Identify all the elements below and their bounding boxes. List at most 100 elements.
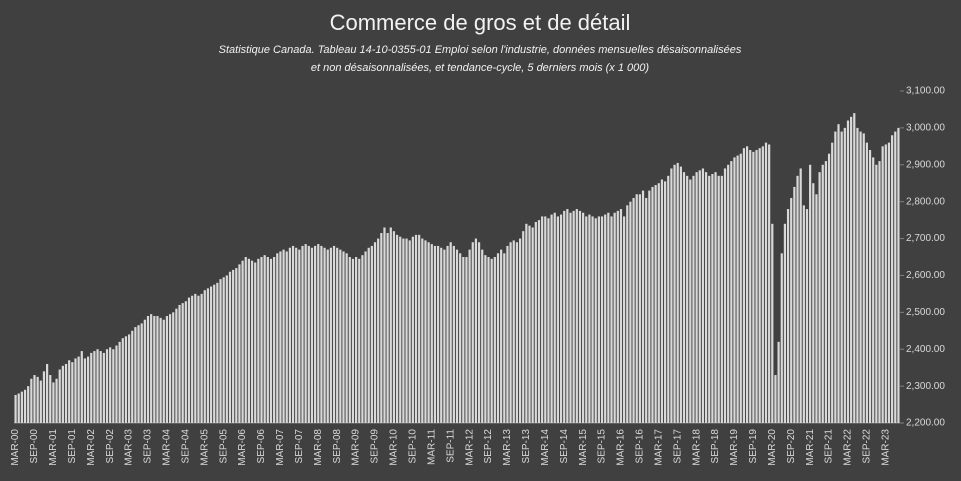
bar [704, 172, 708, 423]
bar [436, 245, 440, 423]
bar [878, 161, 881, 424]
bar [433, 245, 437, 423]
bar [345, 253, 348, 423]
x-tick-label: MAR-13 [502, 429, 513, 466]
bar [802, 205, 805, 423]
bar [686, 175, 689, 423]
bar [821, 164, 824, 423]
x-tick-label: MAR-21 [805, 429, 816, 466]
bar [875, 164, 878, 423]
x-tick-label: MAR-23 [880, 429, 891, 466]
bar [591, 216, 594, 423]
bar [790, 197, 793, 423]
bar [796, 175, 799, 423]
bar [175, 308, 178, 423]
bar [881, 146, 884, 424]
x-tick-label: SEP-01 [67, 429, 78, 464]
bar [657, 183, 660, 423]
x-tick-label: MAR-07 [275, 429, 286, 466]
x-tick-label: SEP-12 [483, 429, 494, 464]
bar [304, 244, 307, 423]
y-tick-label: 2,700.00 [906, 233, 945, 244]
bar [512, 240, 515, 423]
bar [323, 247, 326, 423]
bar [194, 293, 197, 423]
bar [717, 175, 720, 423]
bar [563, 210, 566, 423]
bar [83, 358, 87, 423]
bar [846, 120, 850, 423]
bar [812, 183, 815, 423]
bar [58, 369, 61, 423]
bar [827, 153, 831, 423]
bar [569, 212, 572, 423]
bar [165, 316, 169, 423]
x-tick-label: SEP-20 [786, 429, 797, 464]
bar [222, 277, 225, 423]
bar [755, 150, 758, 423]
bar [370, 245, 373, 423]
bar [783, 223, 787, 423]
bar [544, 216, 547, 423]
bar [891, 135, 894, 423]
bar [711, 174, 714, 423]
bar [392, 231, 396, 423]
y-tick-label: 2,300.00 [906, 381, 945, 392]
bar [582, 212, 585, 423]
bar [897, 127, 900, 423]
bar [641, 190, 645, 423]
bar [269, 258, 273, 423]
bar [468, 249, 471, 423]
bar [559, 214, 563, 423]
x-tick-label: SEP-17 [672, 429, 683, 464]
bar [660, 179, 664, 423]
y-tick-label: 2,900.00 [906, 159, 945, 170]
bar [764, 142, 768, 423]
bar [96, 349, 99, 423]
bar [840, 131, 843, 424]
bar [266, 257, 269, 423]
bar [74, 358, 77, 423]
bar [575, 209, 578, 423]
bar [594, 218, 597, 423]
bar [815, 194, 818, 423]
bar [80, 351, 83, 423]
bar [273, 257, 276, 423]
bar [408, 240, 411, 423]
bar [301, 245, 304, 423]
bar [730, 161, 733, 424]
bar [127, 334, 131, 423]
bar [326, 249, 329, 423]
bar [61, 365, 64, 423]
bar [490, 258, 493, 423]
bar [531, 227, 534, 423]
bar [36, 376, 39, 423]
bar [30, 378, 33, 423]
bar [276, 253, 279, 423]
bar [676, 162, 679, 423]
bar [638, 194, 641, 423]
bar [771, 223, 774, 423]
bar [515, 242, 519, 423]
bar [723, 168, 727, 423]
bar [140, 323, 143, 423]
x-tick-label: MAR-08 [313, 429, 324, 466]
x-tick-label: MAR-06 [237, 429, 248, 466]
bar [109, 347, 112, 423]
bar [780, 253, 783, 423]
bar [682, 172, 686, 423]
bar [118, 341, 121, 423]
bar [367, 247, 370, 423]
bar [648, 190, 651, 423]
bar [868, 150, 872, 423]
y-tick-label: 2,200.00 [906, 418, 945, 429]
bar [232, 269, 235, 423]
x-tick-label: MAR-11 [426, 429, 437, 465]
bar [727, 164, 730, 423]
bar [377, 238, 380, 423]
bar [143, 319, 146, 423]
bar [291, 245, 295, 423]
bar [701, 168, 705, 423]
